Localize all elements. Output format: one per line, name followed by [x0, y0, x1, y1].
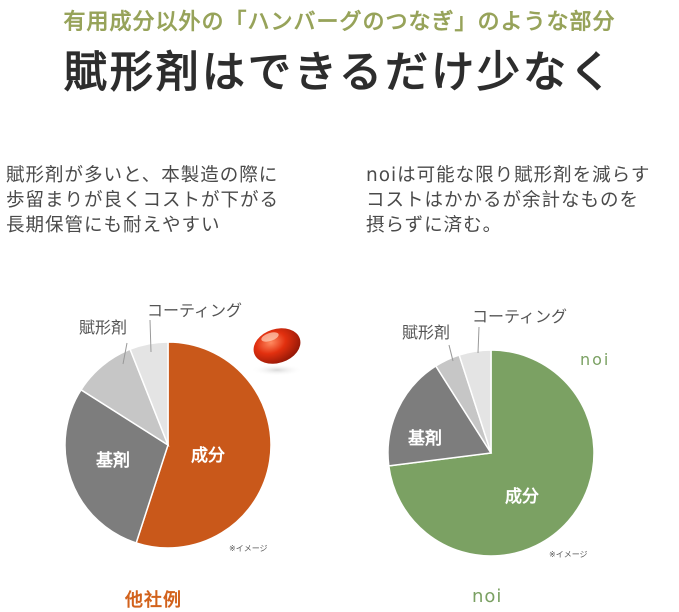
leader-line — [477, 326, 480, 354]
right-description-line: 摂らずに済む。 — [366, 215, 503, 236]
headline: 賦形剤はできるだけ少なく — [63, 48, 616, 98]
left-description-line: 賦形剤が多いと、本製造の際に — [6, 165, 279, 186]
right-pie-slice-coating — [458, 349, 492, 454]
left-pie-slice-kizai — [64, 388, 169, 544]
left-description: 賦形剤が多いと、本製造の際に 歩留まりが良くコストが下がる 長期保管にも耐えやす… — [6, 163, 279, 238]
right-label-kizai: 基剤 — [407, 428, 442, 449]
subtitle: 有用成分以外の「ハンバーグのつなぎ」のような部分 — [63, 10, 616, 35]
capsule-icon — [251, 328, 303, 376]
right-brand-label: noi — [580, 350, 610, 369]
right-description: noiは可能な限り賦形剤を減らす コストはかかるが余計なものを 摂らずに済む。 — [366, 163, 650, 238]
right-label-keizai: 賦形剤 — [402, 323, 450, 342]
right-pie-chart — [387, 349, 595, 557]
left-label-keizai: 賦形剤 — [79, 318, 127, 337]
right-caption: noi — [472, 586, 503, 607]
leader-line — [448, 344, 454, 362]
left-label-kizai: 基剤 — [95, 450, 130, 471]
left-pie-chart — [64, 341, 272, 549]
left-description-line: 長期保管にも耐えやすい — [6, 215, 221, 236]
left-label-coating: コーティング — [147, 301, 242, 320]
left-pie-slice-seibun — [135, 341, 272, 549]
left-caption: 他社例 — [125, 590, 182, 611]
right-label-seibun: 成分 — [505, 486, 539, 507]
leader-line — [122, 342, 128, 365]
right-description-line: noiは可能な限り賦形剤を減らす — [366, 165, 651, 186]
left-image-note: ※イメージ — [229, 544, 268, 553]
right-pie-slice-kizai — [387, 364, 493, 467]
left-pie-slice-coating — [129, 341, 169, 446]
right-label-coating: コーティング — [472, 307, 567, 326]
right-description-line: コストはかかるが余計なものを — [366, 190, 640, 211]
right-image-note: ※イメージ — [549, 550, 588, 559]
left-label-seibun: 成分 — [191, 445, 225, 466]
leader-line — [149, 319, 152, 353]
left-description-line: 歩留まりが良くコストが下がる — [6, 190, 280, 211]
